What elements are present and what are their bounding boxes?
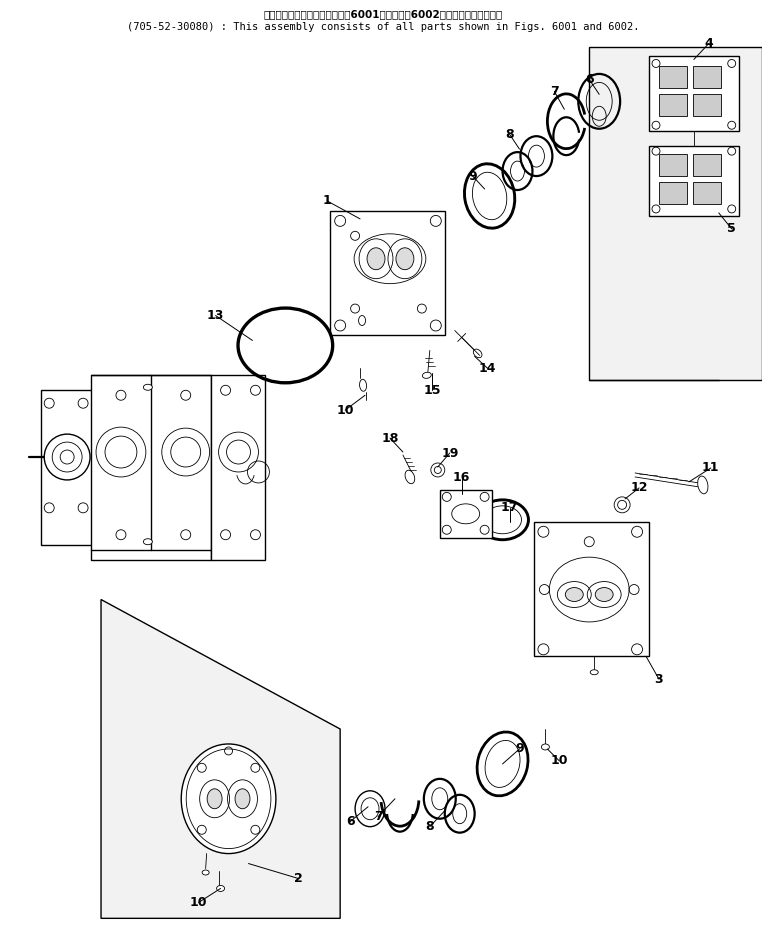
Ellipse shape [367, 248, 385, 269]
Ellipse shape [591, 669, 598, 675]
Bar [649, 146, 739, 216]
Text: (705-52-30080) : This assembly consists of all parts shown in Figs. 6001 and 600: (705-52-30080) : This assembly consists … [127, 21, 639, 31]
Text: 10: 10 [336, 404, 354, 417]
Ellipse shape [472, 172, 507, 219]
Ellipse shape [423, 372, 431, 379]
Ellipse shape [217, 885, 224, 892]
Text: 17: 17 [501, 501, 518, 514]
Text: 16: 16 [453, 471, 471, 484]
Text: 9: 9 [515, 743, 524, 756]
Bar [41, 390, 93, 544]
Bar [211, 375, 266, 559]
Bar [693, 67, 721, 88]
Bar [659, 182, 687, 204]
Text: 18: 18 [382, 432, 398, 444]
Text: 7: 7 [374, 810, 382, 823]
Ellipse shape [202, 870, 209, 875]
Text: 10: 10 [551, 755, 568, 768]
Ellipse shape [207, 789, 222, 808]
Ellipse shape [143, 384, 153, 390]
Ellipse shape [485, 741, 520, 787]
Text: 8: 8 [505, 128, 513, 141]
Ellipse shape [396, 248, 414, 269]
Polygon shape [589, 46, 761, 381]
Text: 2: 2 [294, 872, 303, 885]
Ellipse shape [542, 744, 549, 750]
Bar [330, 211, 445, 335]
Text: 12: 12 [630, 482, 648, 494]
Bar [91, 375, 211, 559]
Ellipse shape [484, 506, 521, 533]
Ellipse shape [235, 789, 250, 808]
Text: 13: 13 [207, 309, 224, 322]
Bar [659, 154, 687, 176]
Ellipse shape [595, 587, 613, 602]
Text: 10: 10 [190, 895, 208, 909]
Bar [693, 94, 721, 117]
Text: 7: 7 [550, 85, 559, 98]
Bar [534, 521, 649, 657]
Text: 11: 11 [702, 461, 720, 474]
Ellipse shape [60, 450, 74, 464]
Bar [659, 94, 687, 117]
Polygon shape [101, 599, 340, 919]
Ellipse shape [617, 500, 626, 509]
Bar [439, 490, 491, 538]
Bar [693, 182, 721, 204]
Ellipse shape [473, 349, 482, 357]
Text: 3: 3 [655, 672, 663, 686]
Ellipse shape [697, 476, 708, 494]
Ellipse shape [565, 587, 583, 602]
Text: 4: 4 [704, 37, 713, 50]
Ellipse shape [359, 380, 366, 392]
Ellipse shape [143, 539, 153, 544]
Bar [659, 67, 687, 88]
Text: 6: 6 [585, 73, 594, 86]
Bar [693, 154, 721, 176]
Text: 9: 9 [468, 169, 477, 182]
Ellipse shape [182, 744, 276, 854]
Bar [649, 56, 739, 131]
Text: 15: 15 [423, 383, 440, 396]
Text: 5: 5 [727, 222, 736, 235]
Ellipse shape [405, 470, 415, 483]
Text: 19: 19 [441, 446, 459, 459]
Text: 14: 14 [479, 362, 497, 375]
Text: 1: 1 [323, 194, 332, 207]
Text: 8: 8 [426, 820, 434, 833]
Ellipse shape [434, 467, 441, 473]
Text: 6: 6 [346, 815, 355, 828]
Text: このアセンブリの構成部品は第6001図および第6002図の部品を含みます。: このアセンブリの構成部品は第6001図および第6002図の部品を含みます。 [263, 9, 503, 19]
